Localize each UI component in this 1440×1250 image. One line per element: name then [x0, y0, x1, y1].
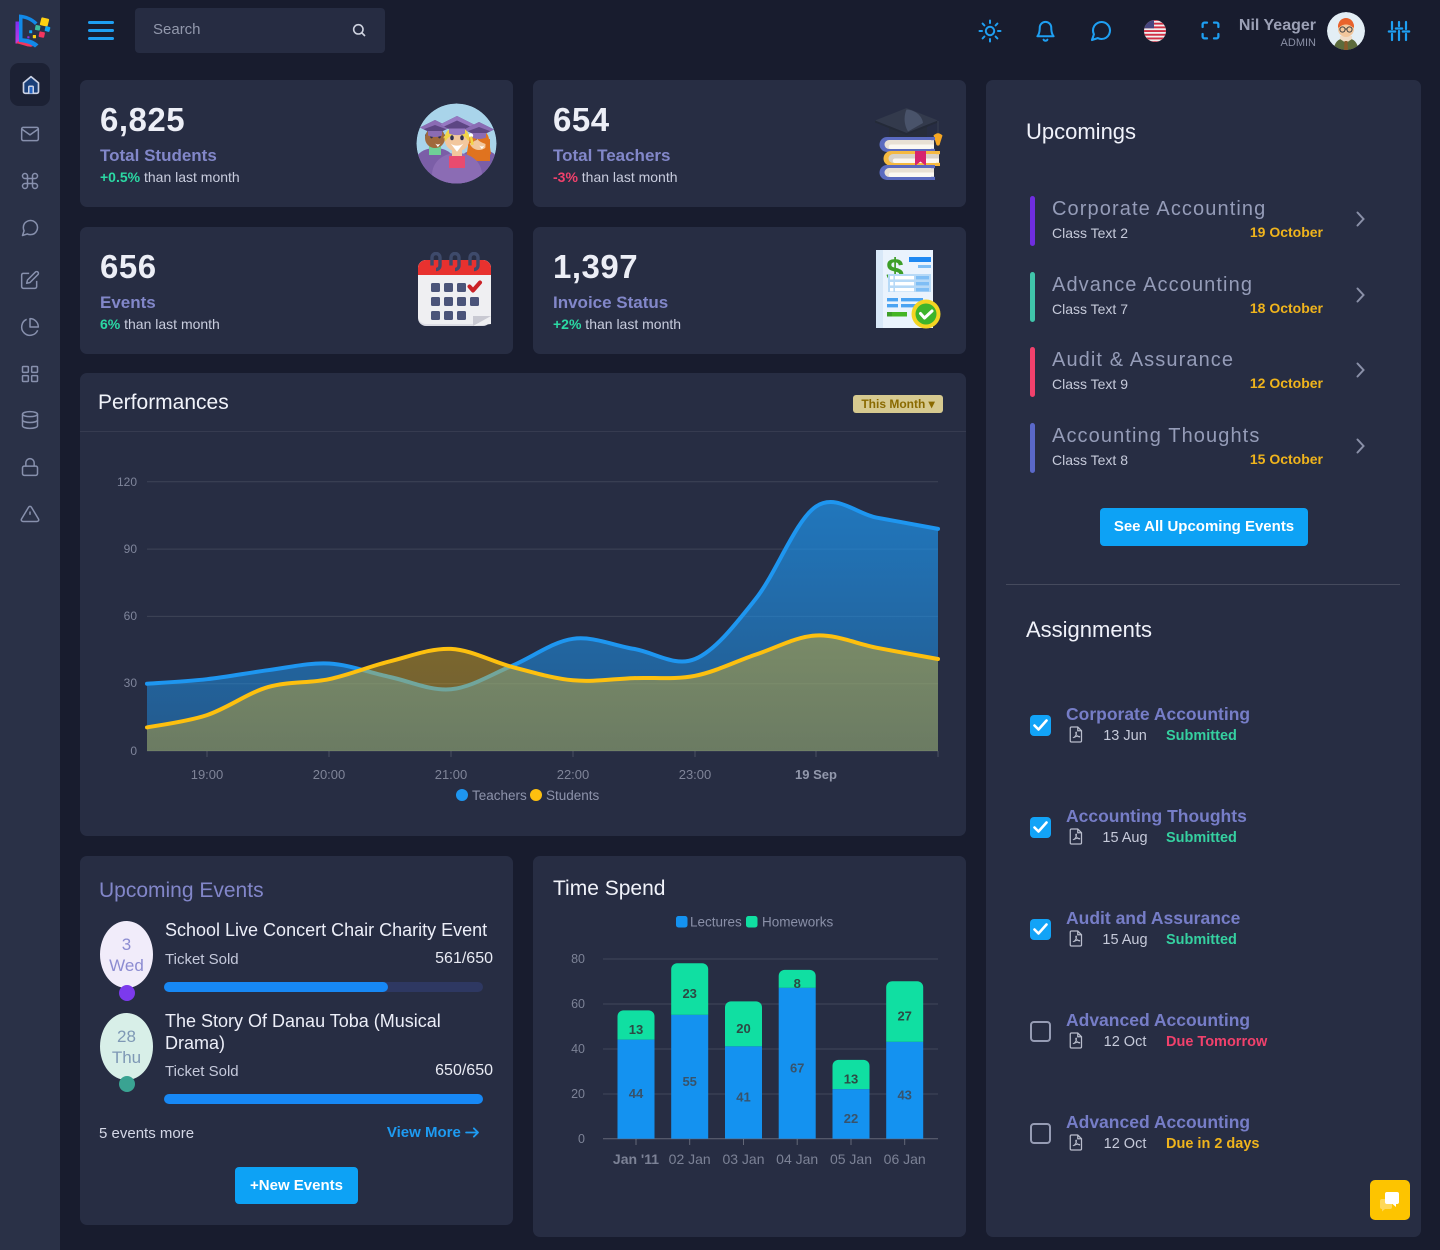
svg-text:Homeworks: Homeworks	[762, 915, 834, 930]
svg-text:19 Sep: 19 Sep	[795, 767, 837, 782]
svg-text:60: 60	[571, 997, 585, 1011]
svg-text:20: 20	[571, 1087, 585, 1101]
svg-text:30: 30	[124, 676, 138, 690]
svg-text:04 Jan: 04 Jan	[776, 1151, 818, 1167]
svg-text:8: 8	[794, 976, 801, 991]
svg-text:Students: Students	[546, 788, 600, 803]
svg-text:44: 44	[629, 1086, 644, 1101]
svg-text:Teachers: Teachers	[472, 788, 527, 803]
svg-text:120: 120	[117, 475, 137, 489]
svg-text:13: 13	[844, 1072, 858, 1087]
svg-text:41: 41	[736, 1090, 750, 1105]
svg-text:60: 60	[124, 609, 138, 623]
svg-text:05 Jan: 05 Jan	[830, 1151, 872, 1167]
svg-text:20: 20	[736, 1021, 750, 1036]
svg-text:Lectures: Lectures	[690, 915, 742, 930]
svg-text:40: 40	[571, 1042, 585, 1056]
svg-text:03 Jan: 03 Jan	[722, 1151, 764, 1167]
svg-text:Jan '11: Jan '11	[613, 1151, 659, 1167]
svg-text:0: 0	[130, 744, 137, 758]
svg-text:90: 90	[124, 542, 138, 556]
svg-text:21:00: 21:00	[435, 767, 468, 782]
svg-text:13: 13	[629, 1022, 643, 1037]
svg-text:67: 67	[790, 1060, 804, 1075]
svg-text:19:00: 19:00	[191, 767, 224, 782]
svg-text:06 Jan: 06 Jan	[884, 1151, 926, 1167]
svg-text:02 Jan: 02 Jan	[669, 1151, 711, 1167]
svg-text:0: 0	[578, 1132, 585, 1146]
svg-text:55: 55	[682, 1074, 696, 1089]
svg-text:23: 23	[682, 986, 696, 1001]
svg-text:22: 22	[844, 1111, 858, 1126]
svg-text:27: 27	[897, 1009, 911, 1024]
svg-text:23:00: 23:00	[679, 767, 712, 782]
svg-text:22:00: 22:00	[557, 767, 590, 782]
svg-text:80: 80	[571, 952, 585, 966]
svg-text:43: 43	[897, 1087, 911, 1102]
svg-text:20:00: 20:00	[313, 767, 346, 782]
